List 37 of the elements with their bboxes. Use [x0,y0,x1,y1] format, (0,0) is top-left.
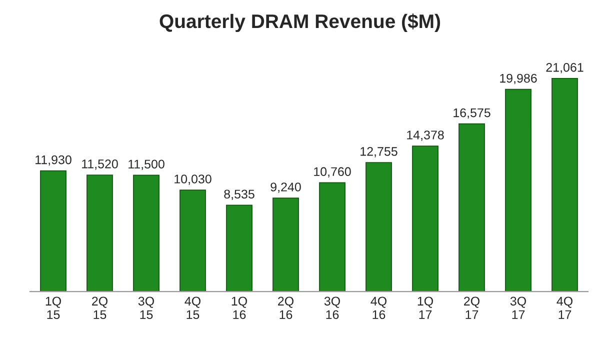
bar [133,174,160,292]
x-tick-label: 4Q 16 [370,296,386,320]
data-label: 21,061 [546,62,584,74]
data-label: 10,760 [314,167,351,178]
x-tick-label: 1Q 17 [418,296,433,319]
data-label: 14,378 [407,130,444,141]
data-label: 12,755 [360,147,398,158]
bar [505,88,532,292]
bar [366,162,392,292]
x-tick-label: 2Q 15 [92,296,108,320]
x-tick-label: 4Q 15 [184,296,200,320]
bar [458,123,485,292]
bar [412,146,438,292]
bar [180,190,206,292]
x-tick-label: 2Q 16 [278,296,294,320]
x-tick-label: 4Q 17 [556,296,572,319]
data-label: 19,986 [500,74,537,84]
data-label: 11,500 [128,160,164,170]
bar [226,204,252,292]
chart-title: Quarterly DRAM Revenue ($M) [160,14,440,32]
data-label: 8,535 [224,190,254,200]
x-tick-label: 2Q 17 [464,296,480,319]
bar [272,198,299,292]
x-tick-label: 1Q 15 [46,296,61,320]
bar [40,170,66,292]
data-label: 11,520 [82,159,118,170]
bar [86,174,113,292]
bar [552,78,578,292]
data-label: 16,575 [454,108,490,119]
data-label: 9,240 [270,182,301,193]
x-tick-label: 3Q 15 [138,296,154,320]
bar [319,182,346,292]
x-tick-label: 1Q 16 [232,296,247,320]
data-label: 10,030 [174,174,212,185]
x-tick-label: 3Q 17 [510,296,526,319]
x-tick-label: 3Q 16 [324,296,340,320]
data-label: 11,930 [36,155,72,166]
